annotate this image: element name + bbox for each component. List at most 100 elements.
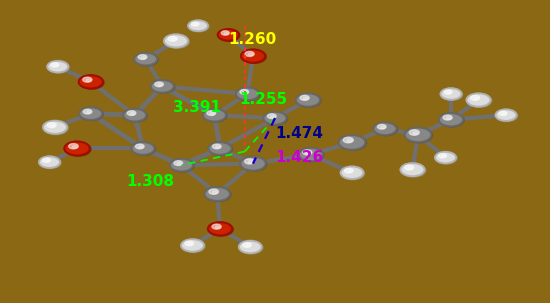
Circle shape bbox=[39, 156, 60, 168]
Circle shape bbox=[80, 108, 103, 121]
Text: 1.260: 1.260 bbox=[228, 32, 277, 47]
Circle shape bbox=[155, 82, 163, 87]
Circle shape bbox=[42, 158, 51, 162]
Text: 1.308: 1.308 bbox=[126, 174, 174, 189]
Circle shape bbox=[45, 160, 50, 162]
Circle shape bbox=[69, 144, 78, 149]
Circle shape bbox=[438, 154, 447, 158]
Circle shape bbox=[240, 241, 263, 254]
Circle shape bbox=[470, 95, 480, 100]
Circle shape bbox=[499, 111, 507, 115]
Circle shape bbox=[194, 23, 198, 25]
Circle shape bbox=[339, 135, 365, 150]
Circle shape bbox=[265, 112, 288, 125]
Circle shape bbox=[497, 110, 518, 122]
Circle shape bbox=[82, 77, 92, 82]
Circle shape bbox=[135, 53, 158, 66]
Circle shape bbox=[212, 224, 221, 229]
Circle shape bbox=[446, 117, 451, 119]
Circle shape bbox=[299, 148, 323, 161]
Circle shape bbox=[239, 241, 262, 253]
Circle shape bbox=[86, 111, 91, 113]
Circle shape bbox=[441, 88, 461, 100]
Circle shape bbox=[221, 31, 229, 35]
Circle shape bbox=[47, 61, 68, 72]
Circle shape bbox=[188, 243, 192, 245]
Circle shape bbox=[204, 109, 227, 122]
Circle shape bbox=[51, 63, 59, 67]
Circle shape bbox=[408, 167, 412, 169]
Circle shape bbox=[152, 81, 175, 93]
Circle shape bbox=[185, 241, 194, 246]
Circle shape bbox=[303, 97, 308, 100]
Circle shape bbox=[243, 91, 248, 94]
Circle shape bbox=[373, 122, 397, 135]
Circle shape bbox=[300, 95, 309, 100]
Text: 1.474: 1.474 bbox=[275, 126, 323, 141]
Circle shape bbox=[209, 189, 218, 194]
Circle shape bbox=[409, 130, 419, 135]
Circle shape bbox=[182, 240, 205, 252]
Circle shape bbox=[208, 222, 232, 235]
Circle shape bbox=[218, 29, 239, 41]
Circle shape bbox=[347, 139, 352, 142]
Circle shape bbox=[267, 114, 276, 118]
Circle shape bbox=[131, 142, 155, 155]
Circle shape bbox=[188, 20, 208, 31]
Circle shape bbox=[171, 38, 176, 41]
Circle shape bbox=[466, 93, 491, 107]
Circle shape bbox=[48, 62, 69, 73]
Circle shape bbox=[50, 125, 55, 127]
Circle shape bbox=[130, 112, 135, 115]
Circle shape bbox=[72, 145, 77, 148]
Circle shape bbox=[248, 161, 253, 163]
Circle shape bbox=[170, 159, 193, 171]
Circle shape bbox=[80, 76, 104, 89]
Circle shape bbox=[44, 121, 68, 135]
Circle shape bbox=[248, 53, 253, 56]
Circle shape bbox=[375, 123, 398, 136]
Circle shape bbox=[151, 80, 174, 93]
Circle shape bbox=[212, 144, 221, 149]
Circle shape bbox=[241, 157, 267, 171]
Circle shape bbox=[53, 64, 58, 66]
Text: 1.426: 1.426 bbox=[275, 150, 323, 165]
Circle shape bbox=[306, 152, 311, 154]
Circle shape bbox=[502, 113, 506, 115]
Circle shape bbox=[246, 244, 250, 247]
Circle shape bbox=[440, 114, 464, 127]
Circle shape bbox=[141, 56, 146, 59]
Circle shape bbox=[79, 75, 103, 88]
Circle shape bbox=[435, 152, 456, 163]
Circle shape bbox=[237, 88, 260, 101]
Circle shape bbox=[245, 159, 254, 164]
Circle shape bbox=[400, 163, 425, 176]
Circle shape bbox=[47, 123, 56, 128]
Circle shape bbox=[340, 166, 364, 179]
Circle shape bbox=[406, 128, 433, 143]
Circle shape bbox=[436, 152, 457, 164]
Circle shape bbox=[206, 188, 231, 201]
Circle shape bbox=[245, 52, 254, 56]
Circle shape bbox=[207, 111, 216, 115]
Circle shape bbox=[171, 159, 194, 172]
Circle shape bbox=[342, 167, 365, 180]
Circle shape bbox=[189, 21, 209, 32]
Circle shape bbox=[40, 157, 61, 168]
Circle shape bbox=[215, 226, 220, 228]
Circle shape bbox=[404, 165, 414, 170]
Circle shape bbox=[271, 115, 275, 118]
Circle shape bbox=[302, 150, 312, 155]
Circle shape bbox=[297, 94, 321, 107]
Circle shape bbox=[405, 128, 431, 142]
Circle shape bbox=[127, 111, 136, 115]
Circle shape bbox=[496, 109, 516, 121]
Circle shape bbox=[165, 35, 189, 48]
Circle shape bbox=[216, 146, 220, 148]
Circle shape bbox=[205, 187, 230, 201]
Circle shape bbox=[442, 89, 463, 100]
Circle shape bbox=[402, 164, 426, 177]
Circle shape bbox=[203, 109, 226, 122]
Circle shape bbox=[468, 94, 492, 107]
Circle shape bbox=[43, 121, 67, 134]
